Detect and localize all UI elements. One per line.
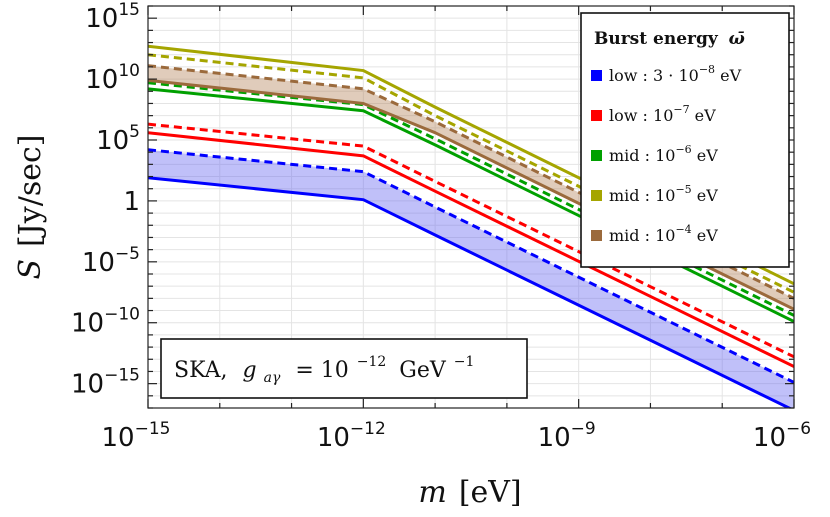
legend-title-text: Burst energy	[594, 29, 719, 49]
y-tick-label: 1	[123, 187, 140, 217]
legend-label-sup: −5	[675, 183, 691, 196]
x-axis-var: m	[418, 475, 446, 510]
x-tick-base: 10	[102, 423, 135, 453]
series-line	[148, 131, 794, 368]
annotation-text: SKA, g aγ = 10 −12 GeV −1	[174, 347, 474, 388]
y-tick-label: 10−15	[71, 366, 140, 400]
plot-frame	[147, 5, 795, 409]
annotation-g-sub: aγ	[264, 370, 281, 386]
annotation: SKA, g aγ = 10 −12 GeV −1	[160, 338, 528, 399]
legend-label-sup: −6	[675, 143, 691, 156]
y-tick-exp: −5	[115, 244, 140, 264]
annotation-g: g	[243, 358, 257, 383]
legend-label: low : 10−7 eV	[609, 103, 716, 125]
y-tick-exp: 10	[118, 61, 140, 81]
y-tick-base: 10	[96, 126, 129, 156]
y-tick-base: 10	[71, 370, 104, 400]
y-tick-label: 1010	[85, 61, 140, 95]
x-tick-exp: −9	[571, 419, 596, 439]
legend-label-text: mid : 10	[609, 146, 675, 165]
y-tick-label: 10−10	[71, 305, 140, 339]
x-tick-base: 10	[753, 423, 786, 453]
legend-label-unit: eV	[692, 226, 719, 245]
legend-label-text: mid : 10	[609, 186, 675, 205]
y-tick-exp: 5	[129, 122, 140, 142]
legend-label-unit: eV	[692, 186, 719, 205]
legend-swatch	[591, 190, 602, 201]
x-tick-base: 10	[317, 423, 350, 453]
legend-label-text: low : 3 · 10	[609, 66, 699, 85]
legend-label-sup: −8	[699, 63, 715, 76]
legend-label-text: low : 10	[609, 106, 673, 125]
x-tick-exp: −12	[350, 419, 386, 439]
y-tick-label: 10−5	[82, 244, 140, 278]
series-line	[148, 122, 794, 359]
legend-label: mid : 10−4 eV	[609, 223, 718, 245]
legend-swatch	[591, 150, 602, 161]
y-axis-label: S [Jy/sec]	[13, 134, 48, 279]
y-tick-base: 1	[123, 187, 140, 217]
annotation-unit: GeV	[399, 358, 447, 383]
band-area	[148, 149, 794, 408]
legend-swatch	[591, 70, 602, 81]
legend-box	[580, 12, 790, 268]
y-tick-base: 10	[82, 248, 115, 278]
y-tick-base: 10	[71, 309, 104, 339]
y-tick-label: 1015	[85, 0, 140, 34]
legend-swatch	[591, 110, 602, 121]
annotation-prefix: SKA,	[174, 358, 228, 383]
x-tick-base: 10	[538, 423, 571, 453]
legend-label-unit: eV	[692, 146, 719, 165]
y-axis-unit: [Jy/sec]	[13, 134, 48, 246]
shaded-bands	[148, 65, 794, 408]
legend-label-text: mid : 10	[609, 226, 675, 245]
y-tick-exp: −10	[104, 305, 140, 325]
annotation-box	[160, 338, 528, 399]
x-tick-label: 10−9	[538, 419, 596, 453]
x-tick-labels: 10−15 10−12 10−9 10−6	[102, 419, 812, 453]
x-tick-exp: −15	[135, 419, 171, 439]
legend-swatch	[591, 230, 602, 241]
series-line	[148, 148, 794, 384]
x-axis-label: m [eV]	[418, 475, 521, 510]
annotation-eq: = 10	[295, 358, 348, 383]
legend-title: Burst energy ω̄	[594, 29, 745, 49]
y-tick-exp: 15	[118, 0, 140, 20]
legend-label-sup: −4	[675, 223, 691, 236]
y-tick-label: 105	[96, 122, 140, 156]
legend-label: low : 3 · 10−8 eV	[609, 63, 742, 85]
y-axis-var: S	[13, 259, 48, 280]
x-tick-label: 10−15	[102, 419, 171, 453]
y-tick-base: 10	[85, 4, 118, 34]
series-line	[148, 176, 793, 408]
x-tick-exp: −6	[786, 419, 811, 439]
y-tick-base: 10	[85, 65, 118, 95]
legend-label: mid : 10−6 eV	[609, 143, 718, 165]
annotation-eq-sup: −12	[357, 354, 387, 370]
legend-label-unit: eV	[690, 106, 717, 125]
annotation-unit-sup: −1	[454, 354, 475, 370]
legend-label-unit: eV	[715, 66, 742, 85]
x-tick-label: 10−12	[317, 419, 386, 453]
legend-label: mid : 10−5 eV	[609, 183, 718, 205]
y-tick-exp: −15	[104, 366, 140, 386]
legend-title-symbol: ω̄	[729, 29, 745, 49]
x-axis-unit: [eV]	[459, 475, 522, 510]
x-tick-label: 10−6	[753, 419, 811, 453]
legend-label-sup: −7	[673, 103, 689, 116]
